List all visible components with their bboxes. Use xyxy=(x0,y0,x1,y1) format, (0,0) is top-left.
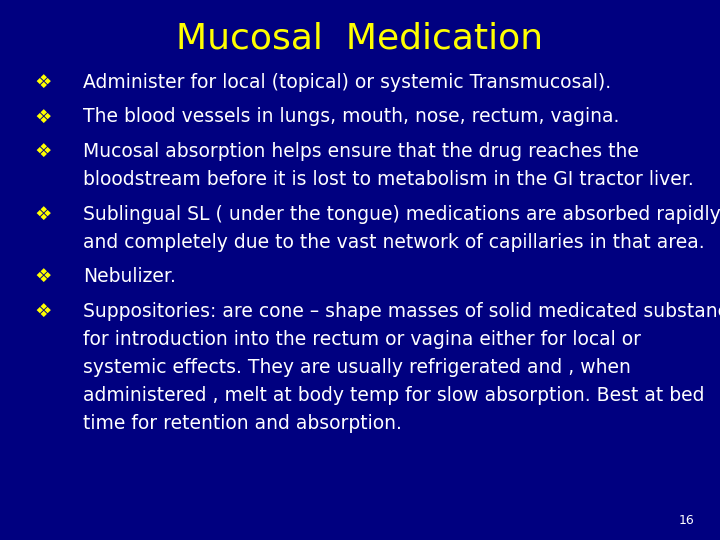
Text: bloodstream before it is lost to metabolism in the GI tractor liver.: bloodstream before it is lost to metabol… xyxy=(83,170,693,189)
Text: ❖: ❖ xyxy=(35,205,52,224)
Text: and completely due to the vast network of capillaries in that area.: and completely due to the vast network o… xyxy=(83,233,704,252)
Text: The blood vessels in lungs, mouth, nose, rectum, vagina.: The blood vessels in lungs, mouth, nose,… xyxy=(83,107,619,126)
Text: ❖: ❖ xyxy=(35,107,52,126)
Text: Sublingual SL ( under the tongue) medications are absorbed rapidly: Sublingual SL ( under the tongue) medica… xyxy=(83,205,720,224)
Text: ❖: ❖ xyxy=(35,73,52,92)
Text: time for retention and absorption.: time for retention and absorption. xyxy=(83,414,402,433)
Text: 16: 16 xyxy=(679,514,695,526)
Text: ❖: ❖ xyxy=(35,302,52,321)
Text: systemic effects. They are usually refrigerated and , when: systemic effects. They are usually refri… xyxy=(83,358,631,377)
Text: Administer for local (topical) or systemic Transmucosal).: Administer for local (topical) or system… xyxy=(83,73,611,92)
Text: Suppositories: are cone – shape masses of solid medicated substance: Suppositories: are cone – shape masses o… xyxy=(83,302,720,321)
Text: administered , melt at body temp for slow absorption. Best at bed: administered , melt at body temp for slo… xyxy=(83,386,704,405)
Text: for introduction into the rectum or vagina either for local or: for introduction into the rectum or vagi… xyxy=(83,330,641,349)
Text: Mucosal  Medication: Mucosal Medication xyxy=(176,22,544,56)
Text: Mucosal absorption helps ensure that the drug reaches the: Mucosal absorption helps ensure that the… xyxy=(83,142,639,161)
Text: ❖: ❖ xyxy=(35,142,52,161)
Text: Nebulizer.: Nebulizer. xyxy=(83,267,176,286)
Text: ❖: ❖ xyxy=(35,267,52,286)
